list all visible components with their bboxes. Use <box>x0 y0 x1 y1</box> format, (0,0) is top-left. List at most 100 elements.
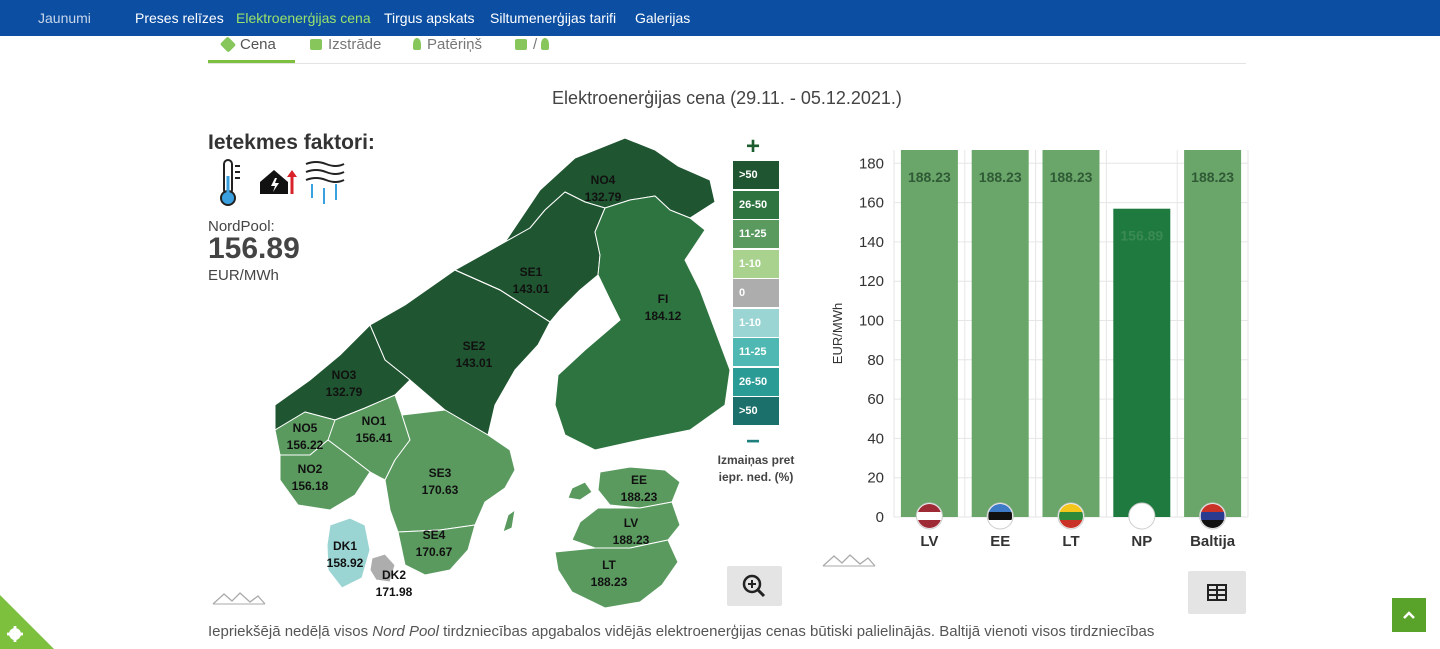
nordpool-label: NordPool: <box>208 218 275 235</box>
region-value: 156.18 <box>291 479 329 493</box>
price-tag-icon <box>219 36 237 53</box>
region-fi[interactable] <box>554 195 731 451</box>
price-bar-chart: 0 20 40 60 80 100 120 140 160 180 EUR/MWh 188.23 LV 1… <box>830 150 1249 550</box>
region-label-ee: EE 188.23 <box>604 472 674 506</box>
region-value: 188.23 <box>620 490 658 504</box>
y-tick-label: 180 <box>859 155 884 172</box>
y-tick-label: 20 <box>867 470 884 487</box>
nav-link-galerijas[interactable]: Galerijas <box>635 10 691 26</box>
region-label-no5: NO5 156.22 <box>270 420 340 454</box>
bar-value-label: 188.23 <box>1191 169 1234 185</box>
zoom-button[interactable] <box>727 566 782 606</box>
bulb-icon <box>413 38 421 50</box>
flag-lv-icon <box>915 502 943 530</box>
legend-item: 1-10 <box>733 308 779 337</box>
bulb-icon <box>541 38 550 50</box>
x-tick-label: LV <box>920 533 938 550</box>
watermark-logo-icon <box>822 554 876 567</box>
legend-item: 26-50 <box>733 190 779 219</box>
nordpool-value: 156.89 <box>208 232 300 265</box>
bar <box>1042 150 1100 517</box>
nordpool-unit: EUR/MWh <box>208 267 279 284</box>
bar-value-label: 156.89 <box>1120 228 1163 244</box>
region-value: 170.67 <box>415 545 453 559</box>
active-tab-underline <box>208 60 295 63</box>
region-value: 156.22 <box>286 438 324 452</box>
settings-corner-button[interactable] <box>0 595 54 649</box>
nav-link-jaunumi[interactable]: Jaunumi <box>38 10 91 26</box>
nordic-price-map <box>274 137 731 609</box>
island-saaremaa <box>567 481 593 501</box>
region-name: SE1 <box>519 265 543 279</box>
y-tick-label: 0 <box>876 509 884 526</box>
house-power-icon <box>260 170 297 194</box>
region-label-dk2: DK2 171.98 <box>359 567 429 601</box>
legend-plus: + <box>746 133 761 160</box>
nav-link-siltumenergijas-tarifi[interactable]: Siltumenerģijas tarifi <box>490 10 617 26</box>
region-dk2[interactable] <box>369 553 396 583</box>
region-name: NO2 <box>297 462 323 476</box>
tab-combo-label: / <box>533 36 538 53</box>
y-tick-label: 40 <box>867 430 884 447</box>
factors-icons <box>220 159 345 206</box>
tab-paterins[interactable]: Patēriņš <box>413 36 482 62</box>
y-axis-label: EUR/MWh <box>830 303 845 364</box>
tab-izstrade-paterins[interactable]: / <box>515 36 555 62</box>
region-name: DK2 <box>381 568 406 582</box>
top-navigation: Jaunumi Preses relīzes Elektroenerģijas … <box>0 0 1440 36</box>
bar-value-label: 188.23 <box>1050 169 1093 185</box>
region-value: 170.63 <box>421 483 459 497</box>
region-value: 188.23 <box>612 533 650 547</box>
region-label-fi: FI 184.12 <box>628 291 698 325</box>
y-tick-label: 160 <box>859 195 884 212</box>
tab-izstrade[interactable]: Izstrāde <box>310 36 381 62</box>
island-gotland <box>502 509 516 533</box>
region-no2[interactable] <box>279 439 371 511</box>
region-label-se1: SE1 143.01 <box>496 264 566 298</box>
legend-caption-line2: iepr. ned. (%) <box>718 470 794 484</box>
region-label-se4: SE4 170.67 <box>399 527 469 561</box>
region-value: 184.12 <box>644 309 682 323</box>
legend-item: 26-50 <box>733 367 779 396</box>
region-name: NO1 <box>361 414 387 428</box>
table-icon <box>1207 584 1227 601</box>
legend-item: 0 <box>733 279 779 307</box>
region-name: NO3 <box>331 368 357 382</box>
description-text: Iepriekšējā nedēļā visos Nord Pool tirdz… <box>208 623 1154 640</box>
region-name: NO4 <box>590 173 616 187</box>
nav-link-preses-relizes[interactable]: Preses relīzes <box>135 10 224 26</box>
region-name: FI <box>657 292 669 306</box>
region-label-no4: NO4 132.79 <box>568 172 638 206</box>
region-name: LV <box>623 516 639 530</box>
flag-np-icon <box>1128 502 1156 530</box>
nav-link-tirgus-apskats[interactable]: Tirgus apskats <box>384 10 475 26</box>
region-label-dk1: DK1 158.92 <box>310 538 380 572</box>
region-value: 171.98 <box>375 585 413 599</box>
legend-caption: Izmaiņas pret iepr. ned. (%) <box>706 452 806 486</box>
watermark-logo-icon <box>212 592 266 605</box>
region-label-se2: SE2 143.01 <box>439 338 509 372</box>
region-dk1[interactable] <box>326 517 371 589</box>
tab-cena[interactable]: Cena <box>219 36 276 62</box>
scroll-to-top-button[interactable] <box>1392 598 1426 632</box>
region-name: NO5 <box>292 421 318 435</box>
bar-value-label: 188.23 <box>979 169 1022 185</box>
bar <box>1113 208 1171 517</box>
legend-item: >50 <box>733 161 779 189</box>
table-view-button[interactable] <box>1188 571 1246 614</box>
region-lt[interactable] <box>554 539 679 609</box>
nav-link-elektroenergijas-cena[interactable]: Elektroenerģijas cena <box>236 10 371 26</box>
chart-title: Elektroenerģijas cena (29.11. - 05.12.20… <box>552 88 902 108</box>
region-value: 143.01 <box>512 282 550 296</box>
region-value: 158.92 <box>326 556 364 570</box>
region-se4[interactable] <box>397 524 476 576</box>
region-value: 188.23 <box>590 575 628 589</box>
bar <box>1184 150 1242 517</box>
region-name: SE2 <box>462 339 486 353</box>
x-tick-label: EE <box>990 533 1010 550</box>
bar <box>971 150 1029 517</box>
y-tick-label: 80 <box>867 352 884 369</box>
description-text-part: tirdzniecības apgabalos vidējās elektroe… <box>438 623 1155 640</box>
x-tick-label: NP <box>1131 533 1152 550</box>
y-tick-label: 100 <box>859 313 884 330</box>
